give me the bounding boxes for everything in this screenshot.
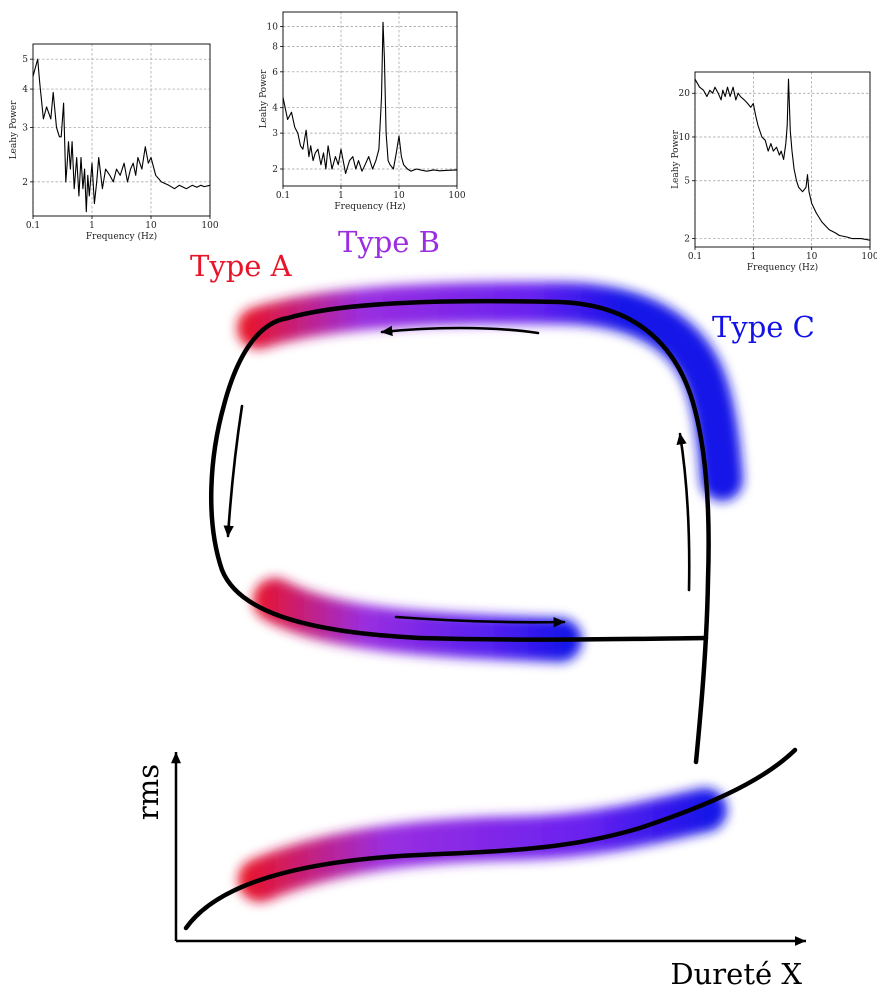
left-branch bbox=[208, 315, 709, 642]
x-tick-label: 100 bbox=[201, 221, 218, 231]
y-tick-label: 2 bbox=[272, 165, 278, 175]
plot-frame bbox=[32, 43, 211, 217]
y-axis-label: Leahy Power bbox=[9, 100, 19, 160]
x-tick-label: 10 bbox=[806, 252, 818, 262]
x-tick-label: 1 bbox=[750, 252, 756, 262]
y-tick-label: 10 bbox=[679, 133, 691, 143]
y-tick-label: 20 bbox=[679, 89, 691, 99]
state-bands bbox=[237, 281, 743, 902]
psd-line bbox=[694, 78, 871, 241]
x-tick-label: 1 bbox=[338, 191, 344, 201]
x-axis-label: Frequency (Hz) bbox=[86, 231, 157, 242]
y-tick-label: 5 bbox=[684, 177, 690, 187]
y-tick-label: 3 bbox=[22, 124, 28, 134]
y-tick-label: 4 bbox=[22, 85, 28, 95]
hardness-label: Dureté X bbox=[670, 957, 802, 988]
x-tick-label: 0.1 bbox=[276, 191, 290, 201]
y-tick-label: 8 bbox=[272, 42, 278, 52]
x-tick-label: 0.1 bbox=[688, 252, 702, 262]
arrow-left-along-top bbox=[380, 325, 540, 337]
arrow-right-along-bottom bbox=[394, 615, 566, 628]
rms-label: rms bbox=[131, 764, 165, 820]
x-axis-label: Frequency (Hz) bbox=[334, 201, 405, 212]
y-axis-label: Leahy Power bbox=[259, 69, 269, 129]
psd-type-a: 0.1 1 10 100 2 3 4 5 Frequency (Hz) Leahy Power bbox=[9, 43, 219, 242]
x-tick-label: 10 bbox=[393, 191, 405, 201]
hardness-intensity-curve bbox=[183, 747, 798, 931]
x-tick-label: 0.1 bbox=[26, 221, 40, 231]
hysteresis-track bbox=[285, 298, 711, 765]
plot-frame bbox=[694, 71, 871, 248]
y-tick-label: 3 bbox=[272, 129, 278, 139]
y-tick-label: 2 bbox=[22, 178, 28, 188]
band-low bbox=[253, 578, 582, 662]
psd-line bbox=[282, 21, 458, 175]
x-tick-label: 10 bbox=[145, 221, 157, 231]
band-top bbox=[237, 281, 743, 501]
band-bottom bbox=[238, 788, 727, 902]
y-tick-label: 2 bbox=[684, 235, 690, 245]
psd-type-c: 0.1 1 10 100 2 5 10 20 Frequency (Hz) Leahy Power bbox=[671, 71, 877, 273]
type-a-label: Type A bbox=[190, 249, 293, 283]
x-tick-label: 1 bbox=[89, 221, 95, 231]
plot-frame bbox=[282, 11, 458, 187]
y-tick-label: 5 bbox=[22, 55, 28, 65]
psd-line bbox=[32, 58, 211, 213]
arrow-up-right bbox=[676, 432, 691, 592]
type-c-label: Type C bbox=[712, 310, 815, 344]
type-b-label: Type B bbox=[338, 225, 440, 259]
y-tick-label: 6 bbox=[272, 68, 278, 78]
x-axis-label: Frequency (Hz) bbox=[747, 262, 818, 273]
arrow-down-left bbox=[223, 404, 244, 538]
y-tick-label: 10 bbox=[267, 23, 279, 33]
y-tick-label: 4 bbox=[272, 104, 278, 114]
y-axis-label: Leahy Power bbox=[671, 129, 681, 189]
x-tick-label: 100 bbox=[861, 252, 877, 262]
x-tick-label: 100 bbox=[448, 191, 465, 201]
